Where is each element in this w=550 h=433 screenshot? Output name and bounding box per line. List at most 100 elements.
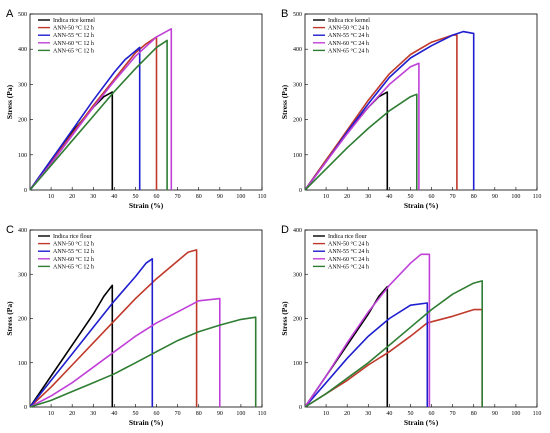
legend-label: ANN-50 °C 12 h xyxy=(53,25,94,32)
panel-letter: B xyxy=(281,8,288,20)
x-tick-label: 100 xyxy=(236,194,245,200)
panel-letter: D xyxy=(281,224,289,236)
series-line xyxy=(304,93,418,191)
legend-label: ANN-55 °C 24 h xyxy=(328,32,369,39)
x-tick-label: 40 xyxy=(386,411,392,417)
y-axis-title: Stress (Pa) xyxy=(5,84,14,119)
x-tick-label: 80 xyxy=(471,411,477,417)
series-line xyxy=(29,297,221,408)
y-tick-label: 200 xyxy=(18,118,27,124)
y-tick-label: 300 xyxy=(293,82,302,88)
y-axis-title: Stress (Pa) xyxy=(280,301,289,336)
x-tick-label: 60 xyxy=(154,411,160,417)
legend-label: ANN-65 °C 12 h xyxy=(53,47,94,54)
x-tick-label: 80 xyxy=(471,194,477,200)
x-tick-label: 70 xyxy=(450,411,456,417)
x-tick-label: 70 xyxy=(175,411,181,417)
x-tick-label: 80 xyxy=(196,411,202,417)
panel-a: A 10 20 30 40 50 60 70 80 90 100 110 0 100 200 300 400 50… xyxy=(0,0,275,216)
legend-label: ANN-50 °C 24 h xyxy=(328,25,369,32)
series-line xyxy=(29,249,198,408)
x-tick-label: 10 xyxy=(323,411,329,417)
panel-d: D 10 20 30 40 50 60 70 80 90 100 110 0 100 200 300 400 St… xyxy=(275,216,550,433)
x-tick-label: 20 xyxy=(69,194,75,200)
y-tick-label: 0 xyxy=(299,188,302,194)
y-tick-label: 400 xyxy=(293,47,302,53)
x-tick-label: 90 xyxy=(492,411,498,417)
x-tick-label: 110 xyxy=(258,194,267,200)
series-line xyxy=(29,39,168,191)
chart-a: A 10 20 30 40 50 60 70 80 90 100 110 0 100 200 300 400 50… xyxy=(5,8,267,210)
plot-frame xyxy=(304,13,538,191)
series-line xyxy=(304,308,483,408)
y-tick-label: 200 xyxy=(293,317,302,323)
series-line xyxy=(29,46,141,191)
chart-d: D 10 20 30 40 50 60 70 80 90 100 110 0 100 200 300 400 St… xyxy=(280,224,542,427)
y-tick-label: 500 xyxy=(18,12,27,18)
y-tick-label: 100 xyxy=(18,361,27,367)
x-tick-label: 90 xyxy=(492,194,498,200)
legend-label: ANN-50 °C 12 h xyxy=(53,241,94,248)
series-line xyxy=(304,253,431,408)
x-tick-label: 50 xyxy=(407,411,413,417)
legend-label: Indica rice flour xyxy=(328,233,367,240)
x-tick-label: 60 xyxy=(154,194,160,200)
legend-label: ANN-60 °C 24 h xyxy=(328,40,369,47)
x-tick-label: 30 xyxy=(90,194,96,200)
chart-b: B 10 20 30 40 50 60 70 80 90 100 110 0 100 200 300 400 50… xyxy=(280,8,542,210)
series-line xyxy=(29,316,257,408)
series-line xyxy=(29,257,154,408)
x-axis-title: Strain (%) xyxy=(129,418,164,427)
x-tick-label: 10 xyxy=(323,194,329,200)
y-tick-label: 500 xyxy=(293,12,302,18)
y-axis-title: Stress (Pa) xyxy=(5,301,14,336)
x-tick-label: 100 xyxy=(511,194,520,200)
y-tick-label: 300 xyxy=(18,272,27,278)
legend-label: ANN-50 °C 24 h xyxy=(328,241,369,248)
x-tick-label: 10 xyxy=(48,411,54,417)
y-tick-label: 0 xyxy=(299,405,302,411)
legend-label: ANN-55 °C 12 h xyxy=(53,248,94,255)
x-tick-label: 80 xyxy=(196,194,202,200)
plot-frame xyxy=(29,13,263,191)
x-tick-label: 90 xyxy=(217,194,223,200)
y-tick-label: 0 xyxy=(24,405,27,411)
x-tick-label: 30 xyxy=(365,411,371,417)
x-tick-label: 90 xyxy=(217,411,223,417)
x-tick-label: 70 xyxy=(175,194,181,200)
y-tick-label: 400 xyxy=(18,228,27,234)
x-tick-label: 10 xyxy=(48,194,54,200)
legend-label: ANN-65 °C 12 h xyxy=(53,263,94,270)
y-tick-label: 400 xyxy=(18,47,27,53)
series-line xyxy=(304,91,389,191)
x-tick-label: 40 xyxy=(386,194,392,200)
x-tick-label: 110 xyxy=(258,411,267,417)
x-tick-label: 60 xyxy=(429,411,435,417)
panel-letter: C xyxy=(6,224,14,236)
x-tick-label: 50 xyxy=(132,194,138,200)
legend-label: ANN-60 °C 12 h xyxy=(53,256,94,263)
x-tick-label: 20 xyxy=(69,411,75,417)
x-tick-label: 100 xyxy=(511,411,520,417)
x-axis-title: Strain (%) xyxy=(129,201,164,210)
x-axis-title: Strain (%) xyxy=(404,418,439,427)
x-tick-label: 110 xyxy=(533,411,542,417)
panel-c: C 10 20 30 40 50 60 70 80 90 100 110 0 100 200 300 400 St… xyxy=(0,216,275,433)
x-tick-label: 110 xyxy=(533,194,542,200)
legend-label: ANN-55 °C 24 h xyxy=(328,248,369,255)
series-line xyxy=(29,27,173,191)
x-tick-label: 50 xyxy=(407,194,413,200)
y-tick-label: 200 xyxy=(18,317,27,323)
y-tick-label: 100 xyxy=(18,153,27,159)
x-tick-label: 40 xyxy=(111,411,117,417)
y-tick-label: 200 xyxy=(293,118,302,124)
y-tick-label: 400 xyxy=(293,228,302,234)
legend-label: Indica rice kernel xyxy=(328,18,370,24)
y-tick-label: 100 xyxy=(293,361,302,367)
x-axis-title: Strain (%) xyxy=(404,201,439,210)
series-line xyxy=(304,302,429,408)
legend-label: ANN-60 °C 24 h xyxy=(328,256,369,263)
panel-letter: A xyxy=(6,8,14,20)
legend-label: ANN-65 °C 24 h xyxy=(328,263,369,270)
